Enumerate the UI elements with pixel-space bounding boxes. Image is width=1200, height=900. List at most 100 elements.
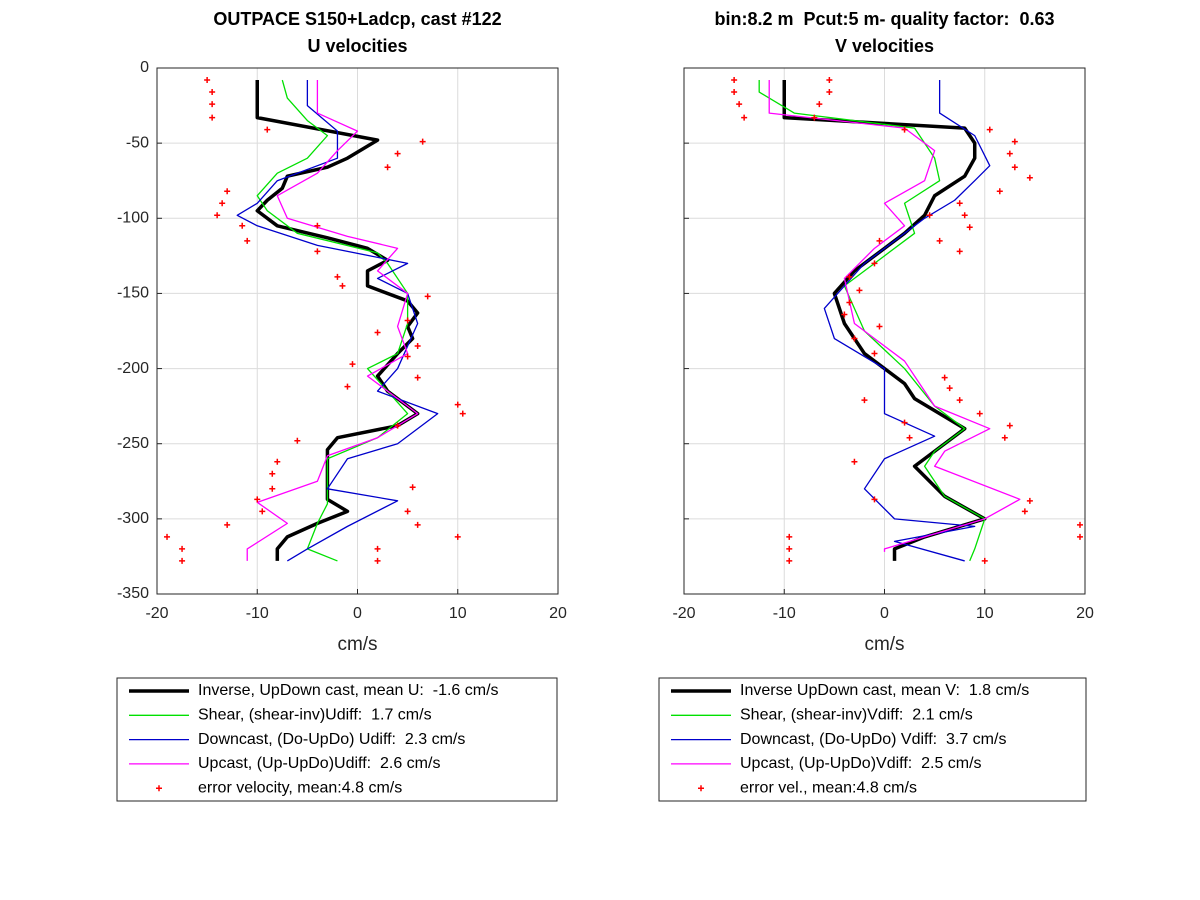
error-point [826,89,833,96]
legend-marker [698,785,704,792]
error-point [334,273,341,280]
error-point [1021,508,1028,515]
error-point [1076,521,1083,528]
y-tick-label: -300 [117,510,149,527]
error-point [861,397,868,404]
legend-label: error vel., mean:4.8 cm/s [740,779,917,796]
error-point [906,434,913,441]
error-point [419,138,426,145]
error-point [871,496,878,503]
chart-title: bin:8.2 m Pcut:5 m- quality factor: 0.63 [714,9,1054,29]
error-point [901,126,908,133]
error-point [339,282,346,289]
chart-title: OUTPACE S150+Ladcp, cast #122 [213,9,501,29]
legend-label: Shear, (shear-inv)Udiff: 1.7 cm/s [198,707,432,724]
error-point [209,89,216,96]
legend-label: Shear, (shear-inv)Vdiff: 2.1 cm/s [740,707,973,724]
error-point [981,557,988,564]
error-point [841,311,848,318]
error-point [209,101,216,108]
error-point [1001,434,1008,441]
y-tick-label: -150 [117,285,149,302]
error-point [269,470,276,477]
error-point [394,422,401,429]
error-point [856,287,863,294]
error-point [996,188,1003,195]
error-point [264,126,271,133]
error-point [179,557,186,564]
error-point [1076,533,1083,540]
error-point [926,212,933,219]
error-point [214,212,221,219]
error-point [816,101,823,108]
legend-label: error velocity, mean:4.8 cm/s [198,779,402,796]
profile-line [823,80,991,562]
error-point [374,545,381,552]
x-tick-label: 0 [353,605,362,622]
error-point [811,114,818,121]
error-point [414,521,421,528]
x-tick-label: -20 [145,605,168,622]
plot-frame [156,67,559,595]
error-point [394,150,401,157]
error-point [244,237,251,244]
error-point [946,385,953,392]
x-axis-label: cm/s [337,634,377,655]
error-point [384,164,391,171]
error-point [986,126,993,133]
error-point [1006,150,1013,157]
error-point [454,401,461,408]
legend-label: Upcast, (Up-UpDo)Vdiff: 2.5 cm/s [740,755,982,772]
error-point [259,508,266,515]
error-point [404,353,411,360]
error-point [269,485,276,492]
error-point [1011,138,1018,145]
error-point [851,458,858,465]
error-point [976,410,983,417]
error-point [274,458,281,465]
error-point [454,533,461,540]
error-point [459,410,466,417]
error-point [901,419,908,426]
error-point [871,260,878,267]
error-point [961,212,968,219]
error-point [254,496,261,503]
error-point [344,383,351,390]
y-tick-label: -50 [126,134,149,151]
error-point [786,545,793,552]
error-point [374,557,381,564]
x-tick-label: -20 [672,605,695,622]
error-point [1011,164,1018,171]
y-tick-label: -250 [117,435,149,452]
error-point [349,361,356,368]
legend-label: Downcast, (Do-UpDo) Vdiff: 3.7 cm/s [740,731,1006,748]
error-point [1006,422,1013,429]
error-point [314,222,321,229]
error-point [409,484,416,491]
error-point [786,557,793,564]
error-point [209,114,216,121]
profile-line [768,80,1021,552]
error-point [204,77,211,84]
error-point [224,521,231,528]
y-tick-label: -100 [117,210,149,227]
error-point [239,222,246,229]
error-point [294,437,301,444]
legend-label: Upcast, (Up-UpDo)Udiff: 2.6 cm/s [198,755,440,772]
error-point [224,188,231,195]
error-point [374,329,381,336]
chart-subtitle: V velocities [835,36,934,56]
plot-frame [683,67,1086,595]
x-tick-label: 10 [449,605,467,622]
error-point [219,200,226,207]
error-point [404,508,411,515]
error-point [846,273,853,280]
error-point [424,293,431,300]
error-point [966,224,973,231]
error-point [314,248,321,255]
error-point [179,545,186,552]
error-point [956,397,963,404]
error-point [786,533,793,540]
error-point [941,374,948,381]
